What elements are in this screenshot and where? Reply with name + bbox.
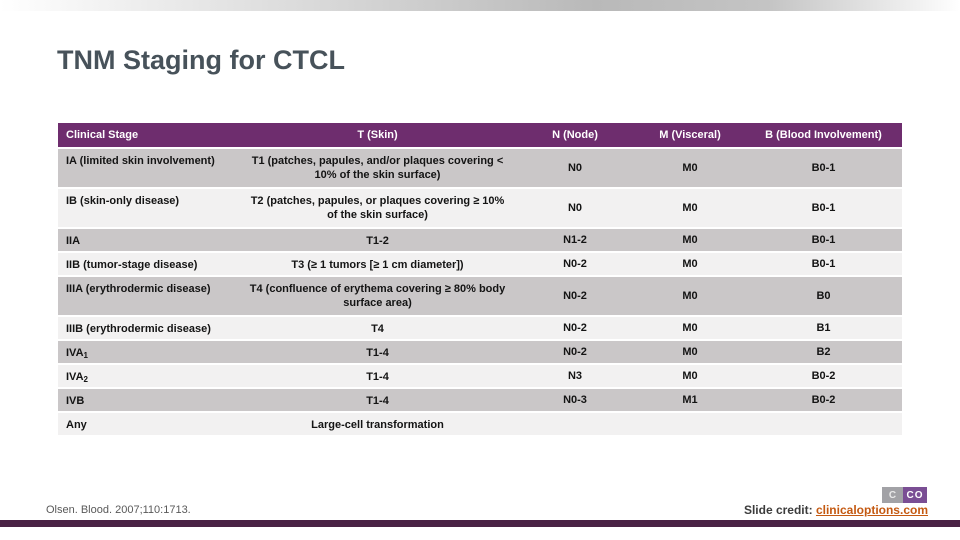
staging-table: Clinical Stage T (Skin) N (Node) M (Visc… xyxy=(58,123,902,437)
t-skin-cell: T1-4 xyxy=(366,395,389,407)
t-skin-cell: T4 xyxy=(371,323,384,335)
cco-logo-left-icon: C xyxy=(882,487,903,503)
cco-logo: C CO xyxy=(882,487,927,503)
n-node-cell: N0-2 xyxy=(563,258,587,270)
table-row: IVA1 T1-4 N0-2 M0 B2 xyxy=(58,340,902,364)
b-blood-cell: B0-1 xyxy=(811,202,836,214)
table-header-row: Clinical Stage T (Skin) N (Node) M (Visc… xyxy=(58,123,902,148)
stage-cell: IB (skin-only disease) xyxy=(58,188,240,228)
col-header-b-blood: B (Blood Involvement) xyxy=(765,129,882,141)
b-blood-cell: B0-1 xyxy=(811,234,836,246)
m-visceral-cell xyxy=(635,412,745,436)
m-visceral-cell: M0 xyxy=(682,162,698,174)
stage-label: IB (skin-only disease) xyxy=(66,195,180,207)
stage-cell: IIIB (erythrodermic disease) xyxy=(58,316,240,340)
table-row: IIIA (erythrodermic disease) T4 (conflue… xyxy=(58,276,902,316)
b-blood-cell: B0-1 xyxy=(811,162,836,174)
n-node-cell xyxy=(515,412,635,436)
stage-label: IIIB (erythrodermic disease) xyxy=(66,323,211,335)
slide-credit: Slide credit: clinicaloptions.com xyxy=(744,503,928,517)
stage-subscript: 2 xyxy=(83,375,88,384)
n-node-cell: N0-2 xyxy=(563,322,587,334)
staging-table-container: Clinical Stage T (Skin) N (Node) M (Visc… xyxy=(58,123,902,437)
staging-table-body: IA (limited skin involvement) T1 (patche… xyxy=(58,148,902,436)
n-node-cell: N1-2 xyxy=(563,234,587,246)
top-gradient-bar xyxy=(0,0,960,11)
n-node-cell: N0 xyxy=(567,202,583,214)
stage-subscript: 1 xyxy=(83,351,88,360)
m-visceral-cell: M0 xyxy=(682,258,698,270)
stage-label: IIA xyxy=(66,235,81,247)
b-blood-cell: B0-2 xyxy=(811,370,836,382)
t-skin-cell: T1-4 xyxy=(366,347,389,359)
stage-cell: IIB (tumor-stage disease) xyxy=(58,252,240,276)
t-skin-cell: T4 (confluence of erythema covering ≥ 80… xyxy=(249,283,506,309)
b-blood-cell: B0-1 xyxy=(811,258,836,270)
stage-cell: Any xyxy=(58,412,240,436)
stage-label: Any xyxy=(66,419,87,431)
m-visceral-cell: M0 xyxy=(682,202,698,214)
col-header-n-node: N (Node) xyxy=(552,129,598,141)
m-visceral-cell: M0 xyxy=(682,370,698,382)
m-visceral-cell: M0 xyxy=(682,322,698,334)
table-row: IA (limited skin involvement) T1 (patche… xyxy=(58,148,902,188)
slide-credit-link[interactable]: clinicaloptions.com xyxy=(815,503,928,517)
b-blood-cell: B0 xyxy=(816,290,831,302)
stage-label: IVA xyxy=(66,371,84,383)
table-row: IVA2 T1-4 N3 M0 B0-2 xyxy=(58,364,902,388)
stage-label: IIIA (erythrodermic disease) xyxy=(66,283,211,295)
stage-label: IA (limited skin involvement) xyxy=(66,155,215,167)
table-row: Any Large-cell transformation xyxy=(58,412,902,436)
t-skin-cell: T1-4 xyxy=(366,371,389,383)
stage-cell: IVB xyxy=(58,388,240,412)
page-title: TNM Staging for CTCL xyxy=(57,45,345,75)
table-row: IIIB (erythrodermic disease) T4 N0-2 M0 … xyxy=(58,316,902,340)
stage-cell: IVA2 xyxy=(58,364,240,388)
b-blood-cell: B2 xyxy=(816,346,831,358)
n-node-cell: N0-2 xyxy=(563,346,587,358)
stage-label: IIB (tumor-stage disease) xyxy=(66,259,198,271)
slide-credit-label: Slide credit: xyxy=(743,503,816,517)
n-node-cell: N0 xyxy=(567,162,583,174)
t-skin-cell: Large-cell transformation xyxy=(311,419,444,431)
t-skin-cell: T1-2 xyxy=(366,235,389,247)
col-header-clinical-stage: Clinical Stage xyxy=(66,129,139,141)
stage-cell: IA (limited skin involvement) xyxy=(58,148,240,188)
t-skin-cell: T1 (patches, papules, and/or plaques cov… xyxy=(251,155,504,181)
table-row: IIB (tumor-stage disease) T3 (≥ 1 tumors… xyxy=(58,252,902,276)
t-skin-cell: T3 (≥ 1 tumors [≥ 1 cm diameter]) xyxy=(291,259,464,271)
b-blood-cell: B1 xyxy=(816,322,831,334)
cco-logo-right-icon: CO xyxy=(903,487,927,503)
citation-text: Olsen. Blood. 2007;110:1713. xyxy=(46,504,191,516)
b-blood-cell xyxy=(745,412,902,436)
bottom-accent-bar xyxy=(0,520,960,527)
stage-label: IVA xyxy=(66,347,84,359)
n-node-cell: N3 xyxy=(567,370,583,382)
stage-cell: IIIA (erythrodermic disease) xyxy=(58,276,240,316)
n-node-cell: N0-2 xyxy=(563,290,587,302)
stage-cell: IIA xyxy=(58,228,240,252)
table-row: IIA T1-2 N1-2 M0 B0-1 xyxy=(58,228,902,252)
m-visceral-cell: M1 xyxy=(682,394,698,406)
m-visceral-cell: M0 xyxy=(682,234,698,246)
t-skin-cell: T2 (patches, papules, or plaques coverin… xyxy=(250,195,505,221)
table-row: IB (skin-only disease) T2 (patches, papu… xyxy=(58,188,902,228)
m-visceral-cell: M0 xyxy=(682,290,698,302)
col-header-m-visceral: M (Visceral) xyxy=(659,129,721,141)
col-header-t-skin: T (Skin) xyxy=(357,129,398,141)
n-node-cell: N0-3 xyxy=(563,394,587,406)
b-blood-cell: B0-2 xyxy=(811,394,836,406)
table-row: IVB T1-4 N0-3 M1 B0-2 xyxy=(58,388,902,412)
m-visceral-cell: M0 xyxy=(682,346,698,358)
stage-cell: IVA1 xyxy=(58,340,240,364)
stage-label: IVB xyxy=(66,395,85,407)
